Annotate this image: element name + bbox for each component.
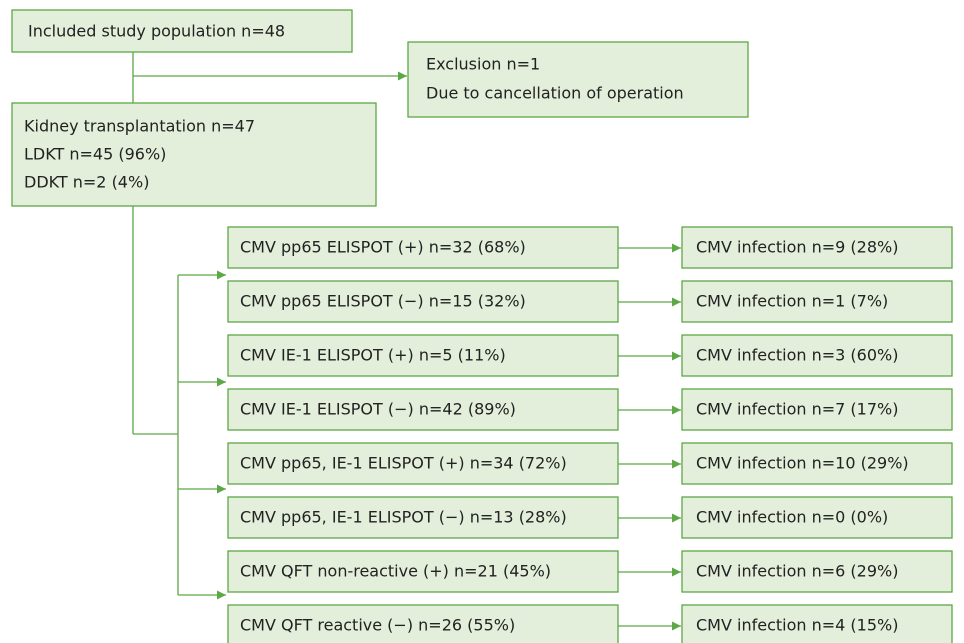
outcome-label: CMV infection n=10 (29%) [696, 454, 909, 473]
outcome-box [681, 550, 953, 593]
outcome-label: CMV infection n=3 (60%) [696, 346, 898, 365]
group-label: CMV pp65, IE-1 ELISPOT (−) n=13 (28%) [240, 508, 567, 527]
group-box [227, 334, 619, 377]
node-label: Exclusion n=1 [426, 55, 540, 74]
group-label: CMV pp65 ELISPOT (+) n=32 (68%) [240, 238, 526, 257]
group-label: CMV pp65, IE-1 ELISPOT (+) n=34 (72%) [240, 454, 567, 473]
outcome-label: CMV infection n=4 (15%) [696, 616, 898, 635]
outcome-label: CMV infection n=1 (7%) [696, 292, 888, 311]
group-box [227, 226, 619, 269]
node-label: Due to cancellation of operation [426, 84, 684, 103]
outcome-box [681, 442, 953, 485]
group-label: CMV pp65 ELISPOT (−) n=15 (32%) [240, 292, 526, 311]
outcome-box [681, 496, 953, 539]
node-box [11, 102, 377, 207]
group-box [227, 442, 619, 485]
group-box [227, 496, 619, 539]
outcome-box [681, 388, 953, 431]
group-box [227, 550, 619, 593]
outcome-label: CMV infection n=9 (28%) [696, 238, 898, 257]
node-box [11, 9, 353, 53]
node-label: DDKT n=2 (4%) [24, 173, 149, 192]
outcome-label: CMV infection n=0 (0%) [696, 508, 888, 527]
outcome-box [681, 604, 953, 643]
outcome-box [681, 280, 953, 323]
group-label: CMV QFT reactive (−) n=26 (55%) [240, 616, 515, 635]
outcome-label: CMV infection n=6 (29%) [696, 562, 898, 581]
outcome-label: CMV infection n=7 (17%) [696, 400, 898, 419]
node-label: LDKT n=45 (96%) [24, 145, 166, 164]
group-box [227, 388, 619, 431]
node-label: Included study population n=48 [28, 22, 285, 41]
group-label: CMV QFT non-reactive (+) n=21 (45%) [240, 562, 551, 581]
outcome-box [681, 334, 953, 377]
node-box [407, 41, 749, 118]
outcome-box [681, 226, 953, 269]
group-label: CMV IE-1 ELISPOT (+) n=5 (11%) [240, 346, 506, 365]
node-label: Kidney transplantation n=47 [24, 117, 255, 136]
group-box [227, 280, 619, 323]
group-label: CMV IE-1 ELISPOT (−) n=42 (89%) [240, 400, 516, 419]
